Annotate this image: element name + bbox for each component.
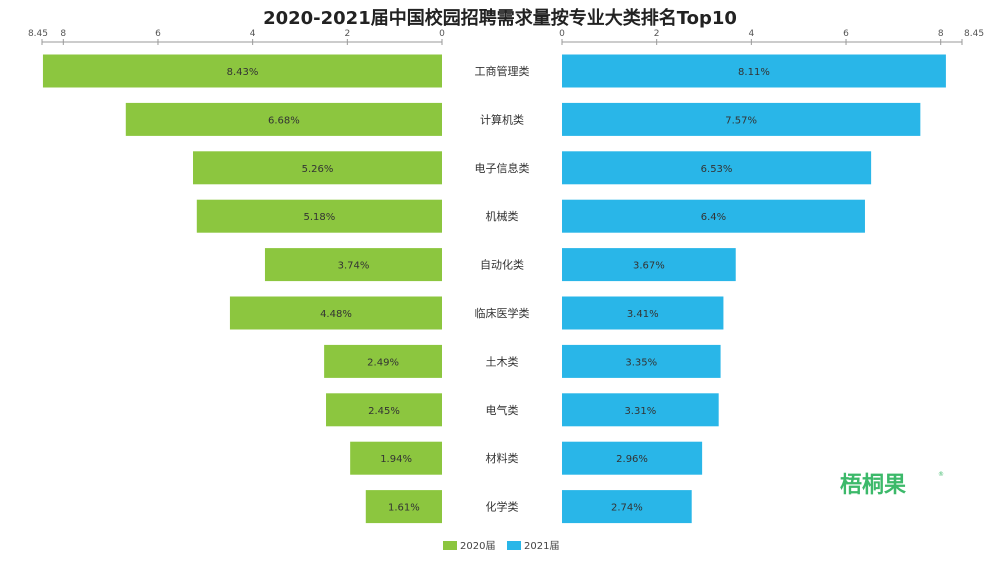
data-label-2020: 1.61% — [388, 503, 420, 514]
bar-2021 — [562, 344, 721, 378]
left-tick-label: 8.45 — [28, 29, 48, 39]
category-label: 材料类 — [486, 451, 519, 465]
category-label: 临床医学类 — [475, 306, 530, 320]
data-label-2021: 6.4% — [701, 212, 726, 223]
data-label-2021: 2.74% — [611, 503, 643, 514]
legend-swatch — [443, 541, 457, 550]
legend-swatch — [507, 541, 521, 550]
data-label-2020: 3.74% — [338, 261, 370, 272]
data-label-2020: 2.45% — [368, 406, 400, 417]
right-tick-label: 8.45 — [964, 29, 984, 39]
right-tick-label: 8 — [938, 29, 944, 39]
bar-2021 — [562, 441, 703, 475]
data-label-2020: 5.18% — [304, 212, 336, 223]
bar-2021 — [562, 393, 719, 427]
left-tick-label: 4 — [250, 29, 256, 39]
bar-2020 — [350, 441, 442, 475]
category-label: 土木类 — [486, 354, 519, 368]
right-tick-label: 2 — [654, 29, 660, 39]
category-label: 工商管理类 — [475, 64, 530, 78]
category-label: 机械类 — [486, 209, 519, 223]
watermark-logo: 梧桐果 — [840, 473, 906, 498]
data-label-2020: 2.49% — [367, 357, 399, 368]
bar-2020 — [365, 490, 442, 524]
data-label-2021: 3.35% — [625, 357, 657, 368]
bar-2020 — [326, 393, 442, 427]
left-tick-label: 0 — [439, 29, 445, 39]
data-label-2020: 1.94% — [380, 454, 412, 465]
legend: 2020届 2021届 — [443, 540, 559, 552]
bar-2021 — [562, 296, 724, 330]
legend-label: 2020届 — [460, 540, 495, 552]
registered-mark: ® — [938, 471, 944, 478]
bar-2021 — [562, 54, 946, 88]
category-label: 化学类 — [486, 500, 519, 514]
left-tick-label: 6 — [155, 29, 161, 39]
bar-2021 — [562, 199, 865, 233]
chart-title: 2020-2021届中国校园招聘需求量按专业大类排名Top10 — [263, 7, 737, 29]
data-label-2021: 3.67% — [633, 261, 665, 272]
data-label-2021: 6.53% — [701, 164, 733, 175]
left-tick-label: 2 — [344, 29, 350, 39]
data-label-2020: 5.26% — [302, 164, 334, 175]
bar-2021 — [562, 248, 736, 282]
data-label-2021: 7.57% — [725, 115, 757, 126]
bar-2020 — [229, 296, 442, 330]
data-label-2021: 3.41% — [627, 309, 659, 320]
category-label: 计算机类 — [480, 112, 524, 126]
bar-2021 — [562, 490, 692, 524]
right-tick-label: 0 — [559, 29, 565, 39]
bar-2020 — [193, 151, 442, 185]
data-label-2020: 4.48% — [320, 309, 352, 320]
bars: 8.43% 8.11% 工商管理类 6.68% 7.57% 计算机类 5.26% 6.53% 电… — [42, 54, 946, 524]
data-label-2021: 3.31% — [624, 406, 656, 417]
right-tick-label: 6 — [843, 29, 849, 39]
data-label-2020: 8.43% — [227, 67, 259, 78]
left-tick-label: 8 — [60, 29, 66, 39]
category-label: 自动化类 — [480, 258, 524, 272]
category-label: 电子信息类 — [475, 161, 530, 175]
bar-2020 — [264, 248, 442, 282]
category-label: 电气类 — [486, 403, 519, 417]
data-label-2021: 8.11% — [738, 67, 770, 78]
bar-2020 — [324, 344, 442, 378]
axes: 8.45 8 6 4 2 0 0 2 4 6 8 8.45 — [28, 29, 984, 45]
bar-2020 — [42, 54, 442, 88]
data-label-2021: 2.96% — [616, 454, 648, 465]
bar-2020 — [125, 102, 442, 136]
legend-label: 2021届 — [524, 540, 559, 552]
bar-2021 — [562, 151, 872, 185]
data-label-2020: 6.68% — [268, 115, 300, 126]
bar-2020 — [196, 199, 442, 233]
right-tick-label: 4 — [748, 29, 754, 39]
bar-2021 — [562, 102, 921, 136]
